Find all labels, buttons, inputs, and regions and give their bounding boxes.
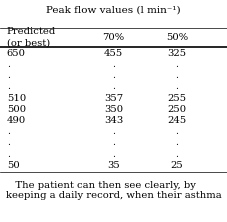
Text: 343: 343 (104, 116, 123, 125)
Text: 510: 510 (7, 94, 26, 103)
Text: .: . (112, 127, 115, 136)
Text: The patient can then see clearly, by
keeping a daily record, when their asthma: The patient can then see clearly, by kee… (6, 181, 221, 200)
Text: 455: 455 (104, 49, 123, 58)
Text: 50%: 50% (166, 33, 188, 42)
Text: 245: 245 (168, 116, 187, 125)
Text: .: . (112, 150, 115, 159)
Text: Peak flow values (l min⁻¹): Peak flow values (l min⁻¹) (46, 6, 181, 15)
Text: .: . (7, 82, 10, 91)
Text: 350: 350 (104, 105, 123, 114)
Text: 255: 255 (168, 94, 187, 103)
Text: Predicted
(or best): Predicted (or best) (7, 27, 56, 47)
Text: 490: 490 (7, 116, 26, 125)
Text: .: . (7, 150, 10, 159)
Text: .: . (175, 150, 179, 159)
Text: .: . (7, 60, 10, 69)
Text: .: . (175, 60, 179, 69)
Text: 325: 325 (168, 49, 187, 58)
Text: .: . (7, 127, 10, 136)
Text: 357: 357 (104, 94, 123, 103)
Text: .: . (112, 82, 115, 91)
Text: .: . (112, 71, 115, 80)
Text: 70%: 70% (102, 33, 125, 42)
Text: .: . (7, 139, 10, 147)
Text: 650: 650 (7, 49, 26, 58)
Text: .: . (175, 71, 179, 80)
Text: .: . (175, 139, 179, 147)
Text: .: . (112, 60, 115, 69)
Text: .: . (175, 82, 179, 91)
Text: 250: 250 (168, 105, 187, 114)
Text: 35: 35 (107, 161, 120, 170)
Text: .: . (175, 127, 179, 136)
Text: 25: 25 (171, 161, 183, 170)
Text: 50: 50 (7, 161, 20, 170)
Text: .: . (112, 139, 115, 147)
Text: .: . (7, 71, 10, 80)
Text: 500: 500 (7, 105, 26, 114)
